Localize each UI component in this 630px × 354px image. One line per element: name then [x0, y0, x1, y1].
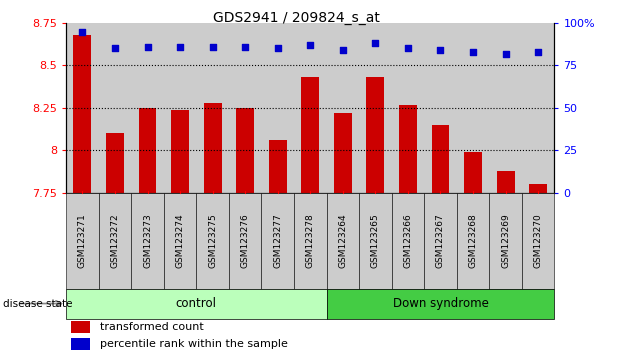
FancyBboxPatch shape [197, 193, 229, 289]
FancyBboxPatch shape [66, 193, 99, 289]
Text: GSM123275: GSM123275 [208, 213, 217, 268]
Bar [301, 78, 319, 193]
Point [468, 49, 478, 55]
Bar [236, 108, 254, 193]
Text: Down syndrome: Down syndrome [392, 297, 488, 310]
Bar [99, 23, 131, 193]
Bar [106, 133, 124, 193]
Bar [424, 23, 457, 193]
FancyBboxPatch shape [261, 193, 294, 289]
Bar [399, 104, 417, 193]
FancyBboxPatch shape [66, 289, 326, 319]
Bar [334, 113, 352, 193]
Text: GSM123274: GSM123274 [176, 213, 185, 268]
Bar [392, 23, 424, 193]
Point [305, 42, 315, 48]
Text: GSM123270: GSM123270 [534, 213, 542, 268]
Bar [164, 23, 197, 193]
Bar [464, 152, 482, 193]
FancyBboxPatch shape [164, 193, 197, 289]
Bar [261, 23, 294, 193]
Point [110, 46, 120, 51]
Text: percentile rank within the sample: percentile rank within the sample [100, 339, 288, 349]
Bar [269, 140, 287, 193]
Bar [139, 108, 156, 193]
Bar [496, 171, 515, 193]
Text: GSM123267: GSM123267 [436, 213, 445, 268]
Text: GSM123265: GSM123265 [371, 213, 380, 268]
Text: GSM123272: GSM123272 [110, 213, 120, 268]
FancyBboxPatch shape [359, 193, 392, 289]
Text: GSM123264: GSM123264 [338, 213, 347, 268]
Point [500, 51, 510, 56]
Bar [203, 103, 222, 193]
Bar [432, 125, 449, 193]
Text: GSM123273: GSM123273 [143, 213, 152, 268]
Text: disease state: disease state [3, 298, 72, 309]
FancyBboxPatch shape [457, 193, 490, 289]
Bar [71, 338, 90, 350]
Point [338, 47, 348, 53]
FancyBboxPatch shape [99, 193, 131, 289]
Bar [359, 23, 392, 193]
FancyBboxPatch shape [131, 193, 164, 289]
Point [77, 29, 88, 34]
Text: GSM123266: GSM123266 [403, 213, 413, 268]
Bar [326, 23, 359, 193]
Text: GSM123271: GSM123271 [78, 213, 87, 268]
Bar [197, 23, 229, 193]
Bar [131, 23, 164, 193]
Text: GSM123268: GSM123268 [469, 213, 478, 268]
FancyBboxPatch shape [392, 193, 424, 289]
Point [240, 44, 250, 50]
Bar [171, 110, 189, 193]
FancyBboxPatch shape [522, 193, 554, 289]
Bar [522, 23, 554, 193]
Bar [529, 184, 547, 193]
Point [142, 44, 152, 50]
Bar [367, 78, 384, 193]
Bar [457, 23, 490, 193]
Bar [229, 23, 261, 193]
Text: GDS2941 / 209824_s_at: GDS2941 / 209824_s_at [213, 11, 379, 25]
Text: GSM123277: GSM123277 [273, 213, 282, 268]
Point [533, 49, 543, 55]
FancyBboxPatch shape [229, 193, 261, 289]
Bar [66, 23, 99, 193]
Point [175, 44, 185, 50]
Bar [490, 23, 522, 193]
Text: GSM123276: GSM123276 [241, 213, 249, 268]
FancyBboxPatch shape [326, 193, 359, 289]
FancyBboxPatch shape [490, 193, 522, 289]
Point [435, 47, 445, 53]
FancyBboxPatch shape [424, 193, 457, 289]
Point [370, 41, 381, 46]
Bar [294, 23, 326, 193]
FancyBboxPatch shape [294, 193, 326, 289]
Bar [71, 321, 90, 333]
Text: transformed count: transformed count [100, 322, 204, 332]
Bar [74, 35, 91, 193]
Point [273, 46, 283, 51]
Text: GSM123269: GSM123269 [501, 213, 510, 268]
Text: GSM123278: GSM123278 [306, 213, 315, 268]
FancyBboxPatch shape [326, 289, 554, 319]
Text: control: control [176, 297, 217, 310]
Point [403, 46, 413, 51]
Point [207, 44, 218, 50]
